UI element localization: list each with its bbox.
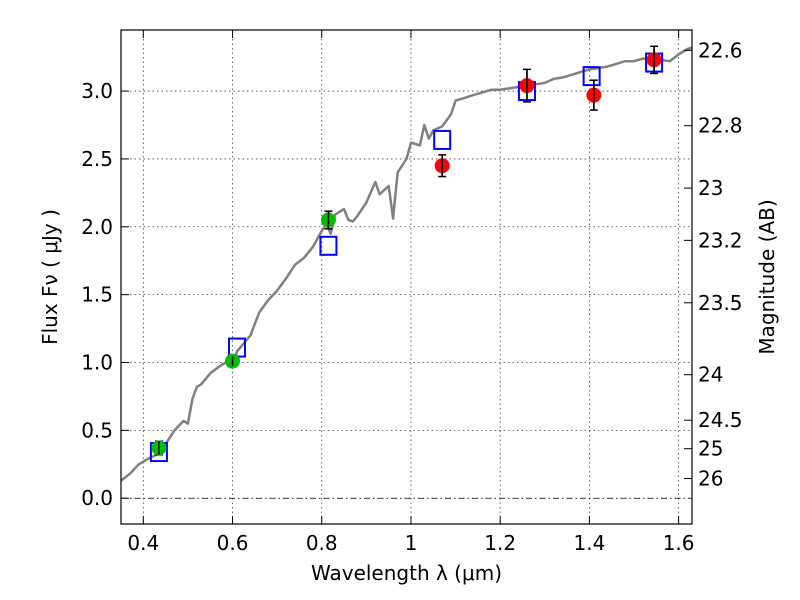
x-tick-label: 1.6 — [663, 531, 695, 555]
y-tick-label: 1.0 — [81, 351, 113, 375]
plot-frame — [120, 29, 693, 525]
right-tick-label: 25 — [698, 437, 723, 461]
right-tick-label: 26 — [698, 467, 723, 491]
model-square-point — [582, 66, 601, 87]
x-tick-label: 0.4 — [127, 531, 159, 555]
model-square-point — [319, 235, 338, 256]
y-tick-label: 0.5 — [81, 418, 113, 442]
y-tick-label: 0.0 — [81, 486, 113, 510]
right-tick-label: 23.2 — [698, 228, 743, 252]
y-axis-label: Flux Fν ( μJy ) — [38, 209, 62, 345]
x-axis-label: Wavelength λ (μm) — [311, 561, 502, 585]
x-axis: 0.4 0.6 0.8 1 1.2 1.4 1.6 — [127, 30, 695, 555]
model-square-point — [433, 129, 452, 150]
x-tick-label: 1.2 — [484, 531, 516, 555]
spectrum-line — [120, 46, 693, 482]
y-axis: 0.0 0.5 1.0 1.5 2.0 2.5 3.0 — [81, 79, 129, 510]
x-tick-label: 1 — [405, 531, 418, 555]
y-tick-label: 2.0 — [81, 215, 113, 239]
x-tick-label: 0.6 — [217, 531, 249, 555]
series-layer — [120, 45, 693, 482]
y-tick-label: 3.0 — [81, 79, 113, 103]
right-tick-label: 24 — [698, 363, 723, 387]
right-axis: 22.6 22.8 23 23.2 23.5 24 24.5 25 26 — [684, 38, 743, 491]
y-tick-label: 1.5 — [81, 283, 113, 307]
right-tick-label: 22.6 — [698, 38, 743, 62]
right-tick-label: 24.5 — [698, 408, 743, 432]
right-tick-label: 23 — [698, 176, 723, 200]
right-tick-label: 22.8 — [698, 114, 743, 138]
right-tick-label: 23.5 — [698, 291, 743, 315]
x-tick-label: 0.8 — [306, 531, 338, 555]
y-tick-label: 2.5 — [81, 147, 113, 171]
x-tick-label: 1.4 — [573, 531, 605, 555]
right-axis-label: Magnitude (AB) — [755, 199, 779, 354]
